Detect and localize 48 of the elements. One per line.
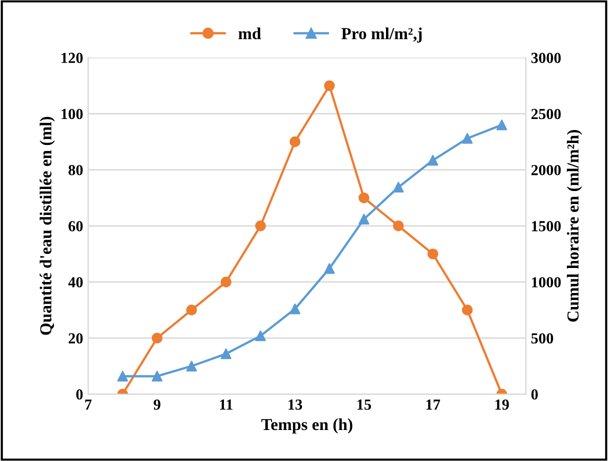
- point: [220, 348, 232, 360]
- point: [324, 80, 335, 92]
- point: [358, 214, 370, 225]
- point: [255, 330, 266, 342]
- point: [152, 370, 162, 382]
- y-tick-label: 0: [76, 389, 83, 400]
- point: [290, 304, 300, 314]
- x-tick-label: 19: [495, 400, 509, 410]
- point: [117, 370, 128, 382]
- point: [290, 136, 300, 148]
- x-tick-label: 17: [426, 400, 440, 410]
- point: [255, 220, 266, 232]
- point: [152, 332, 162, 344]
- x-tick-label: 15: [358, 400, 371, 410]
- point: [496, 120, 508, 130]
- x-tick-label: 11: [220, 400, 232, 410]
- point: [393, 182, 404, 193]
- y2-tick-label: 500: [531, 333, 554, 344]
- point: [324, 263, 335, 274]
- y2-tick-label: 2500: [531, 108, 561, 120]
- y2-tick-label: 1500: [532, 221, 561, 232]
- x-tick-label: 7: [85, 400, 92, 410]
- y-tick-label: 120: [62, 52, 83, 64]
- point: [462, 133, 473, 144]
- x-axis-title: Temps en (h): [261, 418, 352, 434]
- point: [186, 304, 197, 316]
- x-tick-label: 13: [288, 400, 302, 410]
- y2-tick-label: 3000: [531, 52, 561, 64]
- y2-axis-title: Cumul horaire en (ml/m²h): [566, 130, 582, 322]
- y2-tick-label: 1000: [532, 277, 561, 288]
- y-axis-title: Quantité d'eau distillée en (ml): [40, 116, 55, 335]
- point: [393, 220, 404, 232]
- point: [186, 360, 197, 372]
- y2-tick-label: 2000: [531, 164, 561, 176]
- legend-label: Pro ml/m²,j: [341, 28, 422, 43]
- point: [428, 248, 438, 260]
- y-tick-label: 60: [68, 221, 83, 232]
- legend-label: md: [238, 28, 261, 40]
- y2-tick-label: 0: [531, 389, 538, 400]
- point: [358, 192, 370, 204]
- y-tick-label: 100: [62, 108, 83, 120]
- y-tick-label: 20: [68, 333, 83, 344]
- point: [462, 304, 473, 316]
- y-tick-label: 40: [68, 277, 83, 288]
- y-tick-label: 80: [68, 164, 83, 176]
- point: [428, 154, 438, 166]
- point: [220, 276, 232, 288]
- x-tick-label: 9: [154, 400, 160, 410]
